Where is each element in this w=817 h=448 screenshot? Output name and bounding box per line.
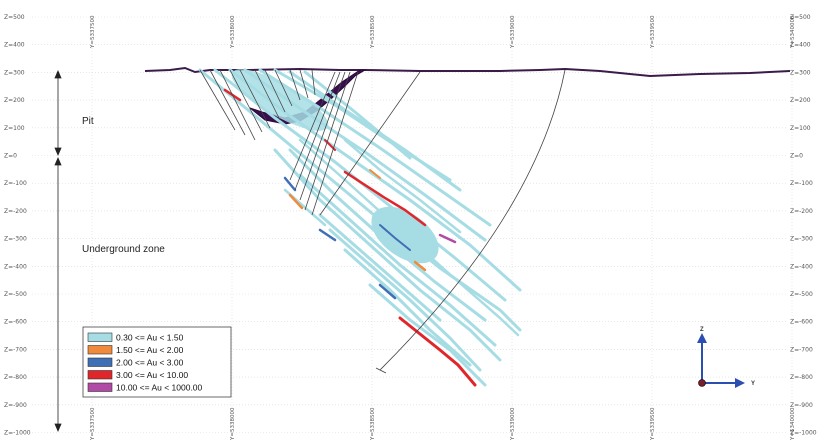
y-labels-top: Y=5337500 Y=5338000 Y=5338500 Y=5339000 Y=53… (90, 15, 796, 49)
underground-zone-label: Underground zone (82, 244, 165, 255)
legend-label: 3.00 <= Au < 10.00 (116, 370, 188, 380)
y-label-top: Y=5339000 (510, 15, 516, 49)
z-label-left: Z=-800 (4, 374, 27, 381)
legend-swatch (87, 357, 113, 367)
drill-holes (199, 69, 566, 374)
z-label-right: Z=-800 (790, 374, 813, 381)
legend-swatch (87, 332, 113, 342)
z-label-left: Z=-1000 (4, 430, 31, 437)
z-label-right: Z=500 (790, 14, 811, 21)
z-label-right: Z=-100 (790, 180, 813, 187)
z-label-right: Z=-400 (790, 263, 813, 270)
z-labels-left: Z=500 Z=400 Z=300 Z=200 Z=100 Z=0 Z=-100 Z=-200… (4, 14, 31, 437)
z-label-right: Z=-200 (790, 208, 813, 215)
underground-zone-arrow (54, 156, 62, 433)
legend-label: 0.30 <= Au < 1.50 (116, 333, 184, 343)
z-label-right: Z=400 (790, 42, 811, 49)
z-label-left: Z=-500 (4, 291, 27, 298)
z-label-right: Z=300 (790, 69, 811, 76)
z-label-left: Z=200 (4, 97, 25, 104)
orebody-low-grade (198, 68, 522, 387)
z-label-left: Z=500 (4, 14, 25, 21)
legend-swatch (87, 370, 113, 380)
legend: 0.30 <= Au < 1.50 1.50 <= Au < 2.00 2.00 <… (82, 326, 232, 398)
legend-swatch (87, 382, 113, 392)
z-label-right: Z=-1000 (790, 430, 817, 437)
z-label-right: Z=0 (790, 153, 803, 160)
z-label-left: Z=-100 (4, 180, 27, 187)
y-label-bottom: Y=5339000 (510, 407, 516, 441)
y-label-top: Y=5339500 (650, 15, 656, 49)
z-label-left: Z=300 (4, 69, 25, 76)
z-label-right: Z=-900 (790, 402, 813, 409)
y-label-top: Y=5340000 (790, 15, 796, 49)
orebody-core (371, 206, 439, 264)
y-label-bottom: Y=5337500 (90, 407, 96, 441)
y-label-bottom: Y=5338500 (370, 407, 376, 441)
z-label-right: Z=-700 (790, 346, 813, 353)
y-label-bottom: Y=5340000 (790, 407, 796, 441)
z-label-left: Z=-300 (4, 236, 27, 243)
y-label-top: Y=5338500 (370, 15, 376, 49)
z-label-left: Z=-900 (4, 402, 27, 409)
axis-z-label: Z (700, 327, 704, 333)
z-label-right: Z=200 (790, 97, 811, 104)
pit-zone-arrow (54, 69, 62, 157)
y-label-top: Y=5338000 (230, 15, 236, 49)
z-label-left: Z=100 (4, 125, 25, 132)
y-label-bottom: Y=5339500 (650, 407, 656, 441)
legend-label: 10.00 <= Au < 1000.00 (116, 383, 203, 393)
legend-label: 1.50 <= Au < 2.00 (116, 345, 184, 355)
z-label-left: Z=-700 (4, 346, 27, 353)
z-label-left: Z=-200 (4, 208, 27, 215)
legend-swatch (87, 345, 113, 355)
y-label-top: Y=5337500 (90, 15, 96, 49)
axis-indicator: Z Y (697, 327, 755, 388)
z-label-right: Z=-600 (790, 319, 813, 326)
topography-line (144, 66, 791, 78)
y-label-bottom: Y=5338000 (230, 407, 236, 441)
legend-label: 2.00 <= Au < 3.00 (116, 358, 184, 368)
orebody-upper (231, 69, 329, 131)
z-label-right: Z=100 (790, 125, 811, 132)
z-label-left: Z=0 (4, 153, 17, 160)
z-label-right: Z=-500 (790, 291, 813, 298)
z-label-left: Z=-400 (4, 263, 27, 270)
z-label-left: Z=400 (4, 42, 25, 49)
pit-label: Pit (82, 116, 94, 127)
axis-y-label: Y (751, 381, 755, 387)
z-labels-right: Z=500 Z=400 Z=300 Z=200 Z=100 Z=0 Z=-100 Z=-200… (790, 14, 817, 437)
y-labels-bottom: Y=5337500 Y=5338000 Y=5338500 Y=5339000 Y=53… (90, 407, 796, 441)
z-label-left: Z=-600 (4, 319, 27, 326)
z-label-right: Z=-300 (790, 236, 813, 243)
